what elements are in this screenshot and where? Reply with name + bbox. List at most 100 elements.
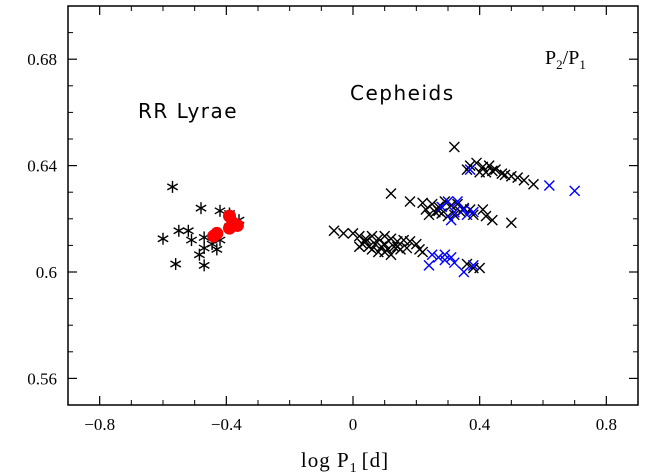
cross-point xyxy=(486,214,498,226)
cross-point xyxy=(439,254,451,266)
x-tick-label: 0.4 xyxy=(469,415,491,434)
asterisk-point xyxy=(185,234,198,247)
cross-point xyxy=(372,233,384,245)
cross-point xyxy=(505,217,517,229)
cross-point xyxy=(448,141,460,153)
filled-circle-point xyxy=(223,221,236,235)
cross-point xyxy=(490,164,501,176)
asterisk-point xyxy=(211,243,223,256)
cross-point xyxy=(385,249,397,261)
cross-point xyxy=(417,197,429,209)
cross-point xyxy=(477,161,489,173)
cross-point xyxy=(543,180,555,192)
y-tick-label: 0.6 xyxy=(36,263,57,282)
cross-point xyxy=(360,235,372,247)
cross-point xyxy=(467,259,479,271)
cross-point xyxy=(496,168,508,180)
annotation-rr-lyrae: RR Lyrae xyxy=(138,99,238,123)
cross-point xyxy=(366,243,378,255)
y-tick-label: 0.68 xyxy=(27,50,57,69)
cross-point xyxy=(360,233,372,245)
cross-point xyxy=(458,266,470,278)
cross-point xyxy=(410,238,422,250)
cross-point xyxy=(423,209,435,221)
cross-point xyxy=(461,164,473,176)
cross-point xyxy=(420,203,432,215)
period-ratio-label: P2/P1 xyxy=(545,47,586,72)
asterisk-point xyxy=(193,248,205,261)
cross-point xyxy=(486,165,498,177)
x-tick-label: −0.8 xyxy=(84,415,115,434)
cross-point xyxy=(379,230,391,242)
cross-point xyxy=(366,230,378,242)
asterisk-point xyxy=(166,180,179,193)
cross-point xyxy=(439,249,451,261)
cross-point xyxy=(452,196,463,208)
cross-point xyxy=(448,257,460,269)
cross-point xyxy=(464,164,476,176)
cross-point xyxy=(442,196,454,208)
cross-point xyxy=(505,170,517,182)
cross-point xyxy=(569,185,581,197)
asterisk-point xyxy=(170,258,182,271)
cross-point xyxy=(512,172,524,184)
cross-point xyxy=(467,206,479,218)
y-tick-label: 0.56 xyxy=(27,369,57,388)
cross-point xyxy=(328,225,340,237)
cross-point xyxy=(417,246,429,258)
cross-point xyxy=(347,227,359,239)
cross-point xyxy=(423,259,435,271)
cross-point xyxy=(518,174,530,186)
x-tick-label: 0 xyxy=(349,415,358,434)
cross-point xyxy=(448,206,460,218)
cross-point xyxy=(433,251,444,263)
cross-point xyxy=(353,230,365,242)
cross-point xyxy=(338,227,349,239)
cross-point xyxy=(385,233,397,245)
cross-point xyxy=(461,258,473,270)
cross-point xyxy=(445,214,457,226)
annotation-cepheids: Cepheids xyxy=(350,81,455,105)
cross-point xyxy=(404,235,416,247)
cross-point xyxy=(353,241,365,253)
asterisk-point xyxy=(195,202,207,215)
cross-point xyxy=(445,251,457,263)
cross-point xyxy=(474,166,486,178)
x-tick-label: 0.8 xyxy=(596,415,617,434)
cross-point xyxy=(385,188,397,200)
x-tick-label: −0.4 xyxy=(211,415,242,434)
cross-point xyxy=(461,209,473,221)
cross-point xyxy=(388,241,400,253)
cross-point xyxy=(528,178,539,190)
cross-point xyxy=(436,201,448,213)
cross-point xyxy=(404,196,416,208)
data-points xyxy=(157,141,581,278)
cross-point xyxy=(483,160,495,172)
cross-point xyxy=(499,169,511,181)
cross-point xyxy=(433,201,444,213)
cross-point xyxy=(369,238,381,250)
cross-point xyxy=(474,262,486,274)
cross-point xyxy=(429,206,441,218)
cross-point xyxy=(379,238,391,250)
cross-point xyxy=(391,241,403,253)
cross-point xyxy=(401,242,413,254)
cross-point xyxy=(452,198,463,210)
cross-point xyxy=(379,246,391,258)
x-axis-title: log P1 [d] xyxy=(301,448,389,475)
asterisk-point xyxy=(157,232,169,245)
cross-point xyxy=(477,203,489,215)
filled-circle-point xyxy=(207,229,221,243)
asterisk-point xyxy=(214,204,226,217)
y-tick-label: 0.64 xyxy=(27,157,57,176)
asterisk-point xyxy=(173,224,185,237)
cross-point xyxy=(439,196,451,208)
asterisk-point xyxy=(182,224,194,237)
cross-point xyxy=(426,249,438,261)
cross-point xyxy=(391,235,403,247)
asterisk-point xyxy=(198,259,210,272)
cross-point xyxy=(458,203,470,215)
cross-point xyxy=(448,209,460,221)
